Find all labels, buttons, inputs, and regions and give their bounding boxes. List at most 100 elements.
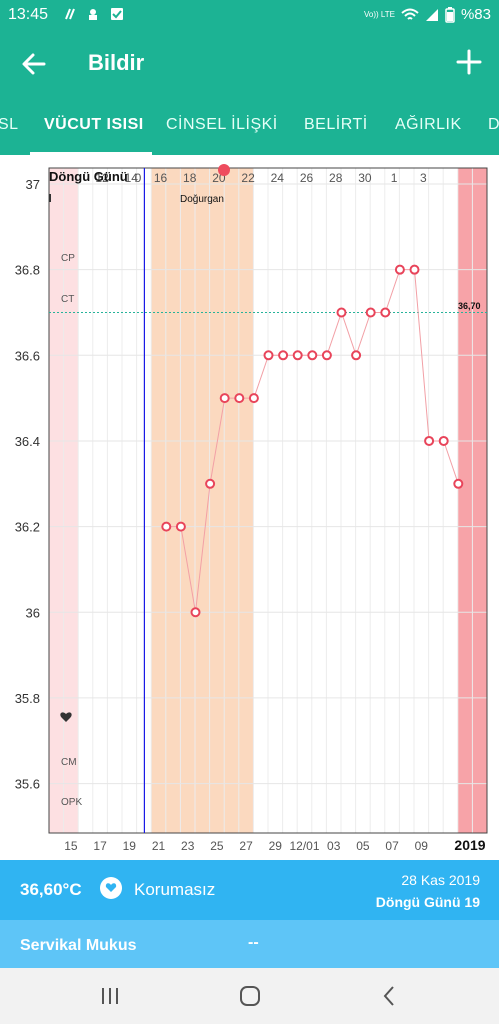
row-labels: CP CT CM OPK: [61, 253, 82, 808]
tab-belirti[interactable]: BELİRTİ: [304, 116, 368, 133]
cervical-mucus-row[interactable]: Servikal Mukus --: [0, 920, 499, 968]
temperature-point: [380, 307, 391, 318]
temperature-point: [190, 607, 201, 618]
bottom-axis-label: 05: [356, 839, 370, 853]
back-arrow-icon[interactable]: [18, 48, 50, 80]
summary-date: 28 Kas 2019: [401, 872, 480, 888]
row-label: CM: [61, 757, 77, 768]
temperature-points: [161, 264, 464, 618]
temperature-point: [453, 478, 464, 489]
top-axis-label: 0: [135, 171, 142, 185]
top-axis-label: 28: [329, 171, 343, 185]
temperature-point: [263, 350, 274, 361]
y-tick-label: 36: [26, 605, 40, 620]
app-notification-icon: [89, 9, 97, 20]
temperature-point: [307, 350, 318, 361]
bottom-axis-label: 15: [64, 839, 78, 853]
signal-icon: [425, 8, 438, 21]
home-icon[interactable]: [236, 982, 264, 1010]
back-icon[interactable]: [376, 982, 404, 1010]
temperature-point: [161, 521, 172, 532]
wifi-icon: [401, 8, 419, 20]
axis-title: Döngü Günü: [49, 169, 128, 184]
temperature-point: [438, 435, 449, 446]
plot-border: [48, 167, 488, 834]
top-axis-label: 18: [183, 171, 197, 185]
bottom-axis-label: 19: [123, 839, 137, 853]
y-tick-label: 36.4: [15, 434, 40, 449]
row-label: CT: [61, 294, 74, 305]
temperature-point: [365, 307, 376, 318]
y-tick-label: 37: [26, 177, 40, 192]
cervical-mucus-value: --: [248, 934, 259, 951]
summary-bar: 36,60°C Korumasız 28 Kas 2019 Döngü Günü…: [0, 860, 499, 920]
bottom-axis-label: 29: [269, 839, 283, 853]
y-tick-label: 36.2: [15, 520, 40, 535]
row-label: CP: [61, 253, 75, 264]
bottom-axis-label: 25: [210, 839, 224, 853]
y-tick-label: 36.6: [15, 348, 40, 363]
heart-icon-badge: [100, 877, 122, 899]
temperature-point: [205, 478, 216, 489]
temperature-point: [292, 350, 303, 361]
temperature-point: [394, 264, 405, 275]
status-bar: 13:45 Vo)) LTE %83: [0, 0, 499, 30]
bottom-axis-label: 23: [181, 839, 195, 853]
protection-status: Korumasız: [134, 880, 216, 899]
status-right: Vo)) LTE %83: [364, 6, 491, 23]
system-nav-bar: [0, 968, 499, 1024]
top-axis-label: 26: [300, 171, 314, 185]
top-axis-label: 30: [358, 171, 372, 185]
tab-d[interactable]: D: [488, 116, 499, 133]
bottom-axis-label: 03: [327, 839, 341, 853]
fertile-label: Doğurgan: [180, 194, 224, 205]
tab-agirlik[interactable]: AĞIRLIK: [395, 116, 462, 133]
battery-icon: [445, 6, 455, 23]
recents-icon[interactable]: [96, 982, 124, 1010]
temperature-point: [351, 350, 362, 361]
fertile-window-band: [151, 168, 254, 833]
temperature-point: [424, 435, 435, 446]
temperature-point: [278, 350, 289, 361]
top-axis-labels: 012 14 16 18 20 22 24 26 28 30 1 3: [95, 171, 427, 185]
temperature-point: [409, 264, 420, 275]
bbt-chart-svg: 37 36.8 36.6 36.4 36.2 36 35.8 35.6 0 12 14 16 18 20…: [15, 164, 488, 853]
top-axis-label: 3: [420, 171, 427, 185]
bbt-chart[interactable]: 37 36.8 36.6 36.4 36.2 36 35.8 35.6 0 12 14 16 18 20…: [0, 155, 499, 860]
bottom-axis-label: 21: [152, 839, 166, 853]
y-tick-label: 36.8: [15, 263, 40, 278]
heart-icon: [60, 712, 72, 722]
tab-vucut-isisi[interactable]: VÜCUT ISISI: [44, 116, 144, 133]
bottom-axis-labels: 15 17 19 21 23 25 27 29 12/01 03 05 07 09 2019: [64, 837, 486, 853]
temperature-point: [336, 307, 347, 318]
temperature-point: [234, 393, 245, 404]
top-axis-label: 12: [95, 171, 109, 185]
app-bar: Bildir: [0, 30, 499, 98]
cervical-mucus-label: Servikal Mukus: [20, 937, 137, 954]
bottom-axis-label: 07: [385, 839, 399, 853]
tab-bar: SL VÜCUT ISISI CİNSEL İLİŞKİ BELİRTİ AĞI…: [0, 98, 499, 155]
row-label: OPK: [61, 797, 82, 808]
y-axis-labels: 37 36.8 36.6 36.4 36.2 36 35.8 35.6: [15, 177, 40, 792]
top-axis-label: 24: [271, 171, 285, 185]
tab-sl[interactable]: SL: [0, 116, 19, 133]
network-label: Vo)) LTE: [363, 10, 395, 19]
coverline-label: 36,70: [458, 301, 481, 311]
cycle-day: Döngü Günü 19: [375, 894, 480, 910]
active-tab-indicator: [30, 152, 152, 155]
temperature-point: [321, 350, 332, 361]
status-time: 13:45: [8, 6, 49, 23]
temperature-point: [175, 521, 186, 532]
bottom-axis-label: 27: [239, 839, 253, 853]
notification-icon: [65, 8, 75, 20]
tab-cinsel-iliski[interactable]: CİNSEL İLİŞKİ: [166, 116, 278, 133]
bottom-axis-label: 09: [415, 839, 429, 853]
top-axis-label: 16: [154, 171, 168, 185]
y-tick-label: 35.8: [15, 691, 40, 706]
current-temperature: 36,60°C: [20, 880, 82, 899]
bottom-axis-label: 12/01: [289, 839, 319, 853]
plus-icon[interactable]: [455, 48, 483, 76]
checkbox-notification-icon: [111, 8, 123, 20]
bottom-axis-label: 2019: [454, 837, 485, 853]
temperature-point: [248, 393, 259, 404]
